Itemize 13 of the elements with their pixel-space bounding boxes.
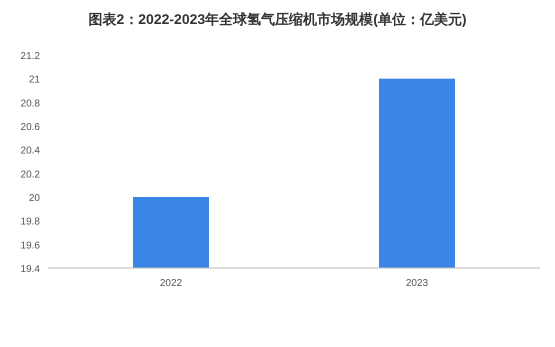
y-tick-label: 20.4	[20, 146, 40, 157]
x-tick-label: 2022	[160, 278, 183, 289]
y-tick-label: 20.6	[20, 122, 40, 133]
y-tick-label: 19.4	[20, 264, 40, 275]
y-tick-label: 21.2	[20, 51, 40, 62]
y-tick-label: 19.6	[20, 240, 40, 252]
y-tick-label: 21	[28, 74, 40, 86]
x-tick-label: 2023	[406, 278, 429, 289]
y-tick-label: 20.2	[20, 169, 40, 180]
y-tick-label: 20.8	[20, 98, 40, 110]
chart-title: 图表2：2022-2023年全球氢气压缩机市场规模(单位：亿美元)	[88, 11, 467, 27]
y-tick-label: 19.8	[20, 216, 40, 228]
y-tick-label: 20	[28, 193, 40, 204]
